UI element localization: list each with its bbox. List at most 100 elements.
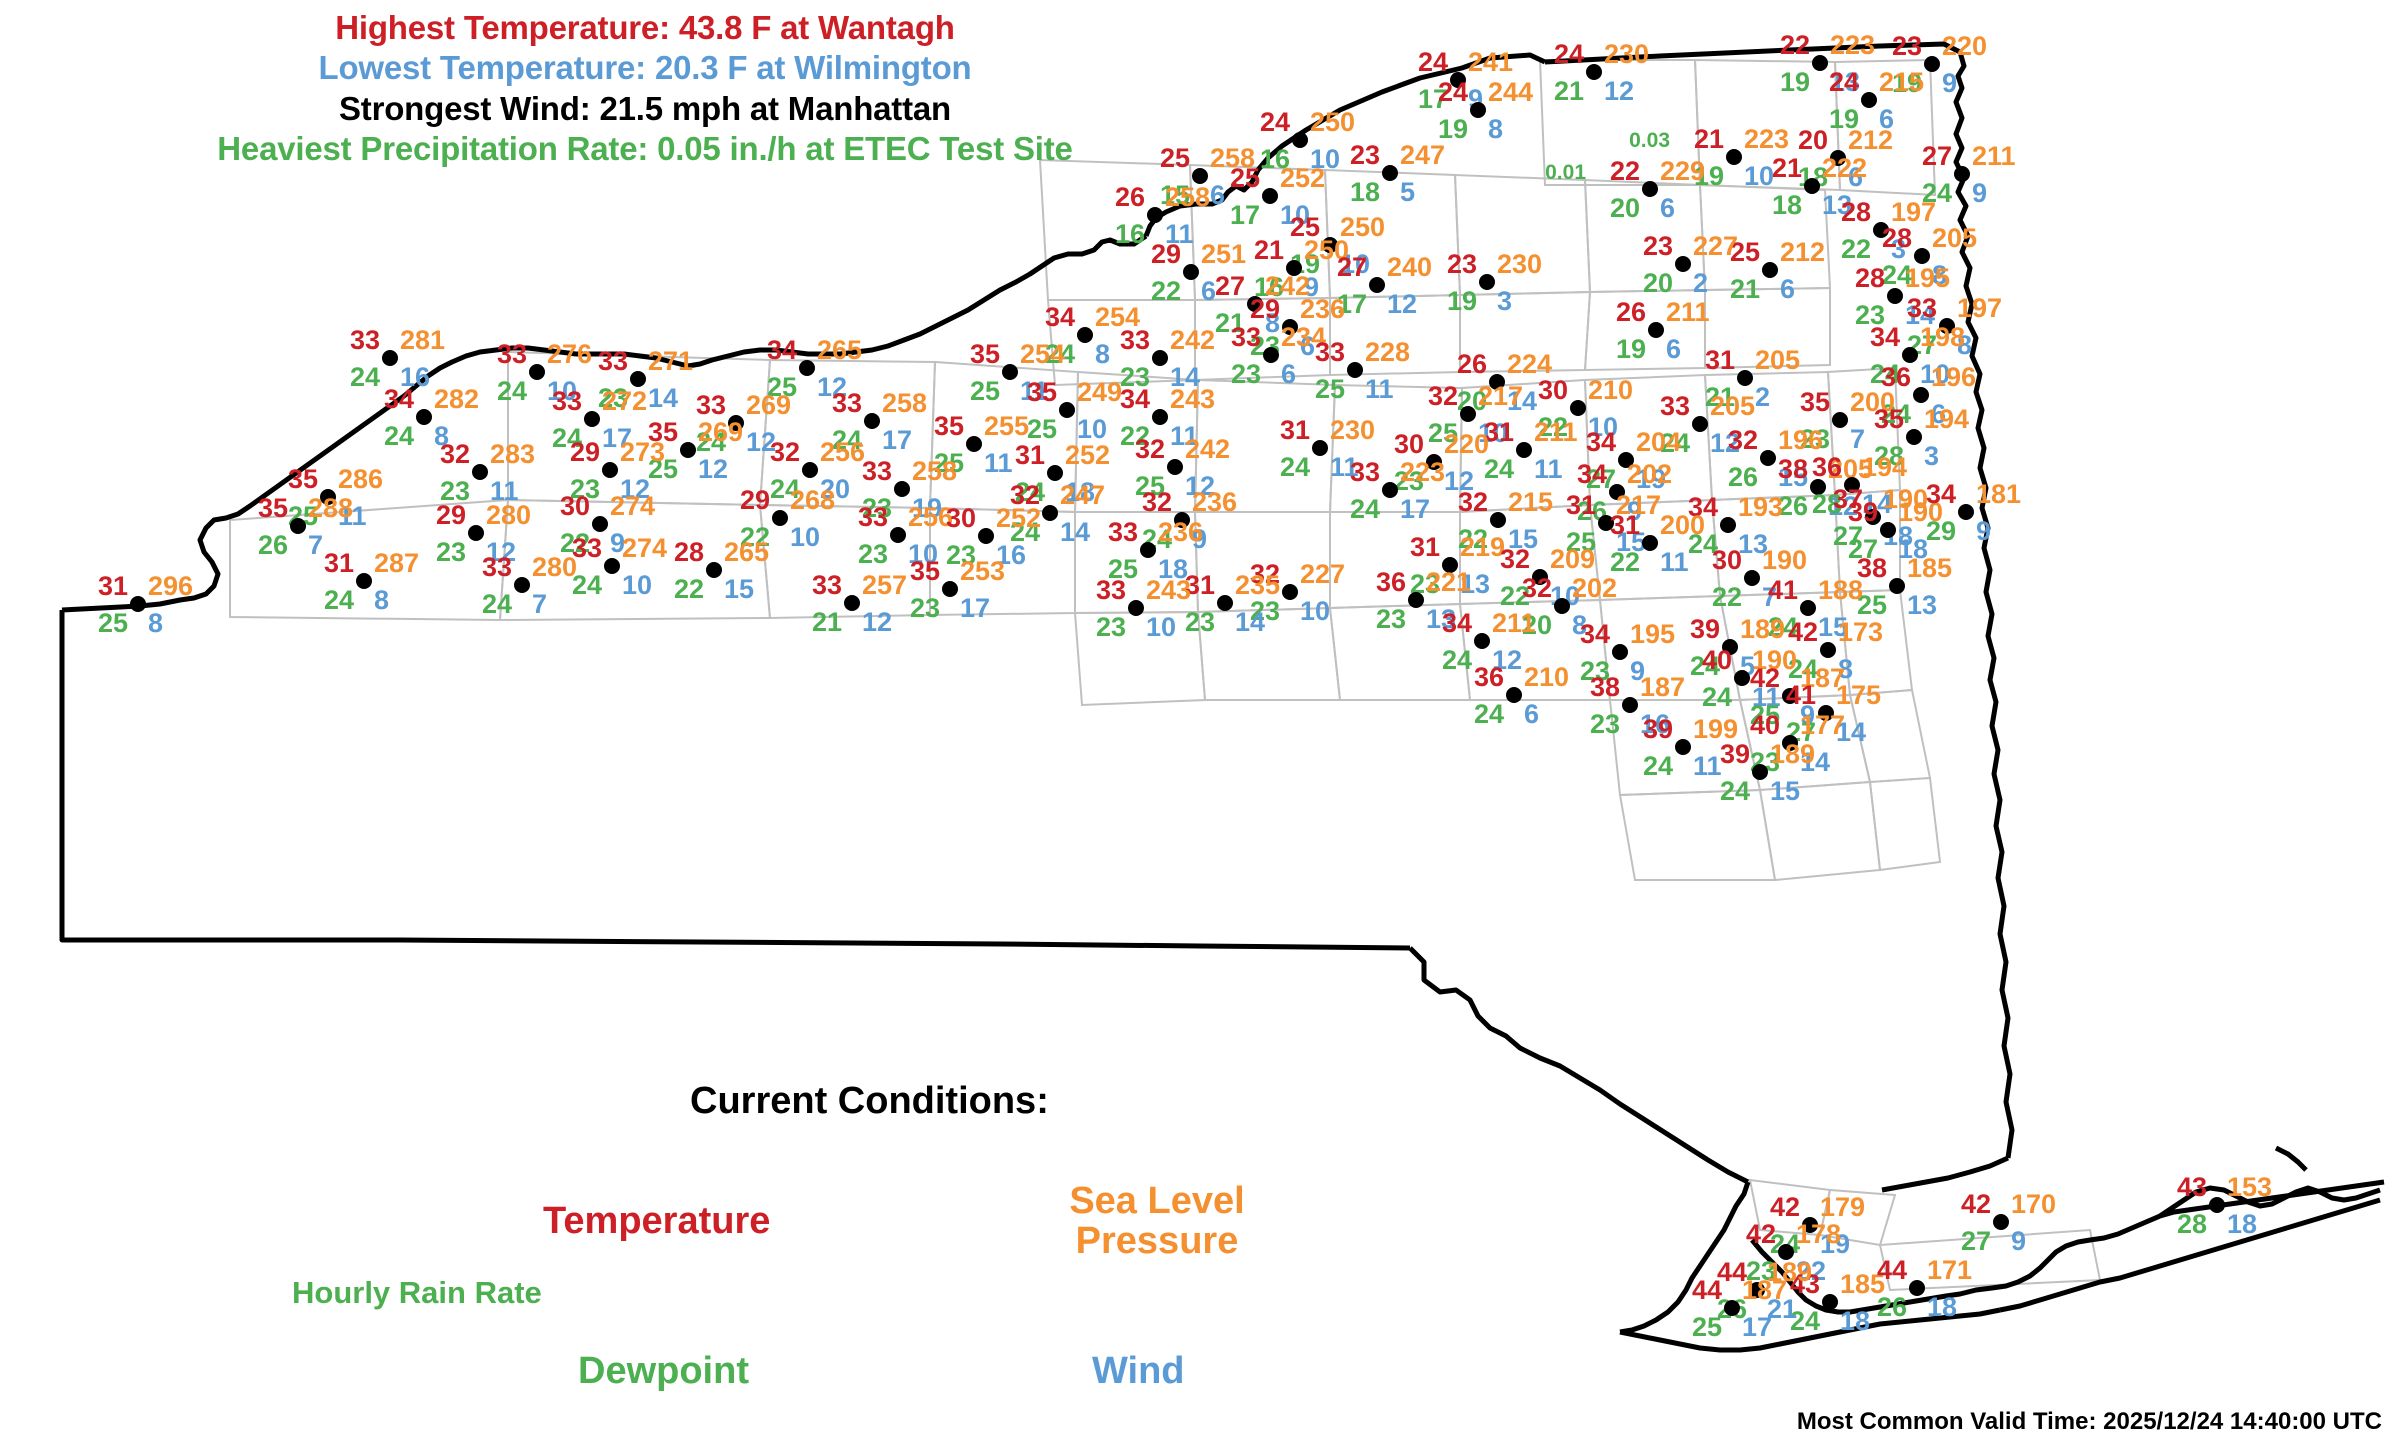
station-wind: 7 — [308, 530, 324, 560]
station-temperature: 20 — [1797, 125, 1828, 155]
station-temperature: 23 — [1642, 231, 1673, 261]
station-temperature: 33 — [496, 339, 527, 369]
station-dot-icon — [1217, 595, 1233, 611]
station-dot-icon — [1820, 642, 1836, 658]
station-pressure: 286 — [338, 464, 384, 494]
station-wind: 9 — [1800, 700, 1816, 730]
station-dot-icon — [706, 562, 722, 578]
station-temperature: 38 — [1856, 553, 1887, 583]
station-dewpoint: 25 — [1314, 374, 1345, 404]
station-wind: 11 — [490, 476, 519, 506]
station-wind: 12 — [862, 607, 893, 637]
station-dewpoint: 24 — [1009, 517, 1040, 547]
station-dewpoint: 24 — [349, 362, 380, 392]
station-temperature: 35 — [933, 411, 964, 441]
station-dewpoint: 19 — [1693, 161, 1724, 191]
station-dewpoint: 22 — [673, 574, 704, 604]
station-dewpoint: 23 — [1854, 300, 1885, 330]
station-pressure: 224 — [1507, 349, 1553, 379]
station-temperature: 22 — [1779, 30, 1810, 60]
station-temperature: 31 — [1483, 417, 1514, 447]
station-dewpoint: 23 — [1230, 359, 1261, 389]
station-dewpoint: 27 — [1832, 521, 1863, 551]
station-temperature: 34 — [1441, 608, 1472, 638]
station-temperature: 42 — [1769, 1192, 1800, 1222]
station-dot-icon — [1586, 64, 1602, 80]
station-pressure: 274 — [610, 491, 656, 521]
station-wind: 14 — [648, 383, 679, 413]
station-pressure: 249 — [1077, 377, 1123, 407]
station-pressure: 215 — [1508, 487, 1554, 517]
station-dot-icon — [1442, 557, 1458, 573]
station-dewpoint: 24 — [1719, 776, 1750, 806]
station-temperature: 31 — [97, 571, 128, 601]
station-temperature: 33 — [1119, 325, 1150, 355]
station-dot-icon — [1609, 484, 1625, 500]
station-dot-icon — [1822, 1294, 1838, 1310]
station-dot-icon — [1724, 1300, 1740, 1316]
station-pressure: 221 — [1426, 567, 1472, 597]
station-dewpoint: 24 — [1349, 494, 1380, 524]
station-dot-icon — [1802, 1217, 1818, 1233]
station-pressure: 274 — [622, 533, 668, 563]
station-pressure: 247 — [1400, 140, 1446, 170]
station-pressure: 269 — [698, 417, 744, 447]
station-temperature: 32 — [1134, 434, 1165, 464]
station-temperature: 33 — [1906, 293, 1937, 323]
station-dot-icon — [1282, 584, 1298, 600]
station-wind: 11 — [1020, 376, 1049, 406]
station-wind: 16 — [996, 540, 1027, 570]
station-dewpoint: 24 — [481, 589, 512, 619]
station-dot-icon — [2209, 1197, 2225, 1213]
station-dot-icon — [1993, 1214, 2009, 1230]
station-wind: 10 — [622, 570, 653, 600]
station-temperature: 27 — [1336, 252, 1367, 282]
station-temperature: 33 — [1107, 517, 1138, 547]
station-pressure: 211 — [1534, 417, 1578, 447]
station-dewpoint: 25 — [1749, 700, 1780, 730]
station-dot-icon — [680, 442, 696, 458]
station-dot-icon — [802, 462, 818, 478]
station-dot-icon — [1675, 256, 1691, 272]
station-wind: 16 — [400, 362, 431, 392]
station-temperature: 21 — [1771, 153, 1802, 183]
station-wind: 6 — [1201, 276, 1217, 306]
station-wind: 14 — [1905, 300, 1936, 330]
station-temperature: 35 — [287, 464, 318, 494]
station-dewpoint: 19 — [1779, 67, 1810, 97]
station-temperature: 34 — [1119, 384, 1150, 414]
station-wind: 8 — [1572, 610, 1588, 640]
station-dewpoint: 22 — [1537, 412, 1568, 442]
station-pressure: 272 — [602, 386, 648, 416]
station-pressure: 205 — [1710, 391, 1756, 421]
station-dot-icon — [1902, 347, 1918, 363]
station-dot-icon — [1262, 188, 1278, 204]
station-dot-icon — [1140, 542, 1156, 558]
station-temperature: 31 — [1279, 415, 1310, 445]
station-pressure: 205 — [1932, 223, 1978, 253]
station-pressure: 283 — [490, 439, 536, 469]
station-dewpoint: 22 — [559, 528, 590, 558]
station-pressure: 179 — [1820, 1192, 1866, 1222]
station-wind: 12 — [698, 454, 729, 484]
station-temperature: 33 — [1230, 322, 1261, 352]
station-pressure: 236 — [1158, 517, 1204, 547]
station-dot-icon — [1844, 477, 1860, 493]
station-temperature: 27 — [1214, 271, 1245, 301]
station-pressure: 190 — [1762, 545, 1808, 575]
station-wind: 18 — [1840, 1306, 1871, 1336]
station-dot-icon — [1152, 409, 1168, 425]
station-dewpoint: 24 — [831, 425, 862, 455]
station-wind: 19 — [912, 493, 943, 523]
station-wind: 11 — [1752, 682, 1781, 712]
station-dewpoint: 25 — [1107, 554, 1138, 584]
station-temperature: 34 — [1576, 459, 1607, 489]
station-temperature: 33 — [861, 456, 892, 486]
station-wind: 3 — [1891, 234, 1907, 264]
station-temperature: 31 — [1409, 532, 1440, 562]
station-temperature: 42 — [1960, 1189, 1991, 1219]
station-temperature: 29 — [1150, 239, 1181, 269]
station-dot-icon — [844, 595, 860, 611]
station-dot-icon — [1722, 639, 1738, 655]
station-dot-icon — [1812, 55, 1828, 71]
